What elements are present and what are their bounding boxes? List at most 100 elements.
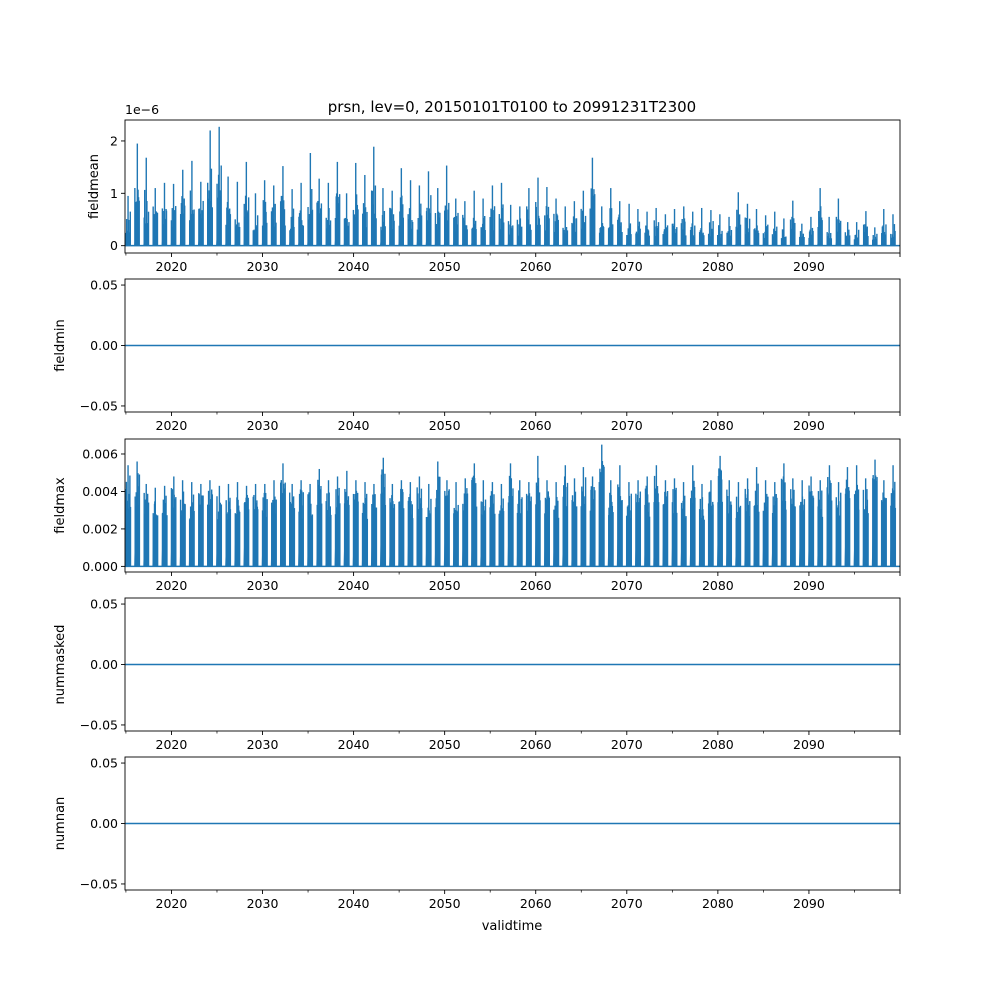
nummasked-x-tick-label: 2040 <box>338 737 370 752</box>
fieldmax-season-2039 <box>343 470 350 567</box>
panel-fieldmean: 2020 2030 2040 2050 2060 2070 2080 2090 0 1 2 field… <box>87 102 901 274</box>
fieldmean-season-2062 <box>553 198 559 246</box>
fieldmean-season-2094 <box>844 222 851 246</box>
fieldmax-season-2085 <box>762 480 769 567</box>
fieldmean-season-2085 <box>762 215 769 246</box>
fieldmax-season-2040 <box>352 480 359 567</box>
nummasked-x-tick-label: 2050 <box>429 737 461 752</box>
fieldmean-season-2074 <box>662 214 669 246</box>
fieldmax-season-2089 <box>799 480 806 567</box>
fieldmean-season-2082 <box>735 192 742 246</box>
fieldmean-season-2095 <box>853 222 860 246</box>
fieldmean-x-tick-label: 2080 <box>702 259 734 274</box>
fieldmax-season-2018 <box>152 487 159 567</box>
fieldmax-season-2042 <box>371 483 378 567</box>
nummasked-x-tick-label: 2090 <box>793 737 825 752</box>
numnan-x-tick-label: 2020 <box>156 896 188 911</box>
fieldmean-season-2059 <box>526 188 532 246</box>
fieldmean-season-2076 <box>680 206 687 246</box>
panel-fieldmin: 2020 2030 2040 2050 2060 2070 2080 2090 −0.05 0.0… <box>53 278 901 433</box>
fieldmean-season-2024 <box>206 130 214 246</box>
fieldmin-x-tick-label: 2020 <box>156 418 188 433</box>
fieldmean-season-2092 <box>826 216 833 246</box>
numnan-x-tick-label: 2060 <box>520 896 552 911</box>
figure-title: prsn, lev=0, 20150101T0100 to 20991231T2… <box>328 98 696 116</box>
fieldmax-season-2064 <box>571 478 578 567</box>
fieldmean-season-2063 <box>562 206 569 246</box>
fieldmean-season-2065 <box>580 190 587 246</box>
fieldmean-season-2069 <box>617 201 623 246</box>
fieldmax-y-tick-label: 0.000 <box>82 559 118 574</box>
fieldmean-season-2046 <box>407 180 414 246</box>
fieldmean-x-tick-label: 2090 <box>793 259 825 274</box>
fieldmax-season-2017 <box>143 483 150 567</box>
fieldmean-y-tick-label: 2 <box>110 133 118 148</box>
fieldmean-season-2060 <box>535 177 541 246</box>
fieldmean-season-2019 <box>161 182 168 246</box>
fieldmax-season-2032 <box>280 463 286 567</box>
fieldmax-season-2095 <box>853 465 860 567</box>
fieldmax-season-2038 <box>334 476 341 567</box>
fieldmean-season-2038 <box>334 161 341 246</box>
fieldmax-x-tick-label: 2030 <box>247 578 279 593</box>
fieldmax-season-2046 <box>407 482 414 567</box>
fieldmax-season-2044 <box>389 483 396 567</box>
fieldmax-x-tick-label: 2020 <box>156 578 188 593</box>
fieldmean-season-2041 <box>361 174 368 246</box>
fieldmean-season-2086 <box>771 211 778 246</box>
fieldmax-season-2093 <box>835 482 842 567</box>
fieldmean-season-2040 <box>352 162 359 246</box>
x-axis-label: validtime <box>482 919 543 934</box>
fieldmean-y-tick-label: 0 <box>110 238 118 253</box>
fieldmax-season-2073 <box>653 465 660 567</box>
fieldmin-x-tick-label: 2070 <box>611 418 643 433</box>
fieldmax-season-2070 <box>625 482 633 567</box>
fieldmax-x-tick-label: 2080 <box>702 578 734 593</box>
fieldmax-x-tick-label: 2040 <box>338 578 370 593</box>
fieldmax-season-2036 <box>316 468 323 567</box>
fieldmean-season-2079 <box>707 210 714 246</box>
fieldmean-season-2054 <box>480 198 486 246</box>
fieldmin-x-tick-label: 2050 <box>429 418 461 433</box>
fieldmax-season-2027 <box>234 482 241 567</box>
fieldmax-season-2035 <box>307 483 314 567</box>
fieldmean-x-tick-label: 2070 <box>611 259 643 274</box>
panel-numnan: 2020 2030 2040 2050 2060 2070 2080 2090 −0.05 0.0… <box>53 756 901 911</box>
fieldmin-y-tick-label: 0.05 <box>90 278 118 293</box>
fieldmean-season-2098 <box>881 209 887 246</box>
fieldmean-season-2048 <box>425 171 432 246</box>
fieldmin-x-tick-label: 2040 <box>338 418 370 433</box>
fieldmean-season-2031 <box>270 185 277 246</box>
panels: 2020 2030 2040 2050 2060 2070 2080 2090 0 1 2 field… <box>53 102 901 911</box>
fieldmean-season-2036 <box>316 178 323 246</box>
fieldmax-season-2088 <box>790 478 796 567</box>
fieldmean-season-2066 <box>589 157 596 246</box>
fieldmax-season-2092 <box>826 465 833 567</box>
fieldmax-season-2057 <box>507 463 514 567</box>
fieldmean-season-2037 <box>325 182 332 246</box>
fieldmean-season-2044 <box>389 190 395 246</box>
fieldmax-season-2080 <box>717 455 723 567</box>
numnan-x-tick-label: 2030 <box>247 896 279 911</box>
numnan-x-tick-label: 2090 <box>793 896 825 911</box>
fieldmax-season-2037 <box>325 480 332 567</box>
fieldmax-season-2076 <box>680 482 687 567</box>
numnan-y-axis-label: numnan <box>53 797 68 851</box>
fieldmax-season-2096 <box>862 478 869 567</box>
fieldmax-season-2041 <box>361 482 369 567</box>
nummasked-y-tick-label: 0.05 <box>90 597 118 612</box>
fieldmax-season-2034 <box>298 480 304 567</box>
fieldmean-axes-frame <box>124 119 901 254</box>
fieldmax-season-2071 <box>635 480 642 567</box>
fieldmean-season-2096 <box>862 211 869 246</box>
fieldmax-season-2087 <box>780 463 787 567</box>
fieldmax-season-2015 <box>125 465 132 567</box>
fieldmean-season-2071 <box>635 209 641 246</box>
fieldmean-x-tick-label: 2050 <box>429 259 461 274</box>
fieldmax-season-2060 <box>535 455 541 567</box>
fieldmean-season-2049 <box>434 188 441 246</box>
fieldmean-season-2047 <box>416 185 423 246</box>
fieldmean-season-2075 <box>671 209 678 246</box>
fieldmean-season-2070 <box>626 203 632 246</box>
nummasked-y-axis-label: nummasked <box>53 625 68 705</box>
